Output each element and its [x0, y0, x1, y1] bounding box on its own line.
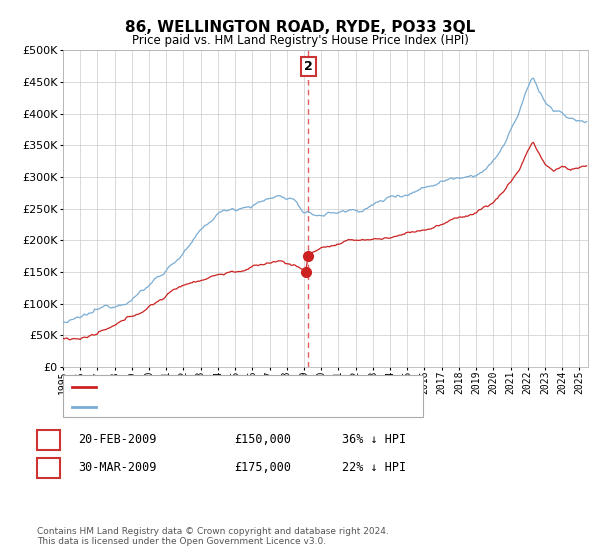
Text: 36% ↓ HPI: 36% ↓ HPI — [342, 433, 406, 446]
Text: 2: 2 — [44, 461, 53, 474]
Text: £150,000: £150,000 — [234, 433, 291, 446]
Text: 86, WELLINGTON ROAD, RYDE, PO33 3QL (detached house): 86, WELLINGTON ROAD, RYDE, PO33 3QL (det… — [100, 382, 410, 392]
Text: 22% ↓ HPI: 22% ↓ HPI — [342, 461, 406, 474]
Text: 86, WELLINGTON ROAD, RYDE, PO33 3QL: 86, WELLINGTON ROAD, RYDE, PO33 3QL — [125, 20, 475, 35]
Text: 1: 1 — [44, 433, 53, 446]
Text: 30-MAR-2009: 30-MAR-2009 — [78, 461, 157, 474]
Text: 20-FEB-2009: 20-FEB-2009 — [78, 433, 157, 446]
Text: Price paid vs. HM Land Registry's House Price Index (HPI): Price paid vs. HM Land Registry's House … — [131, 34, 469, 46]
Text: £175,000: £175,000 — [234, 461, 291, 474]
Text: HPI: Average price, detached house, Isle of Wight: HPI: Average price, detached house, Isle… — [100, 402, 358, 412]
Text: Contains HM Land Registry data © Crown copyright and database right 2024.
This d: Contains HM Land Registry data © Crown c… — [37, 526, 389, 546]
Text: 2: 2 — [304, 60, 313, 73]
